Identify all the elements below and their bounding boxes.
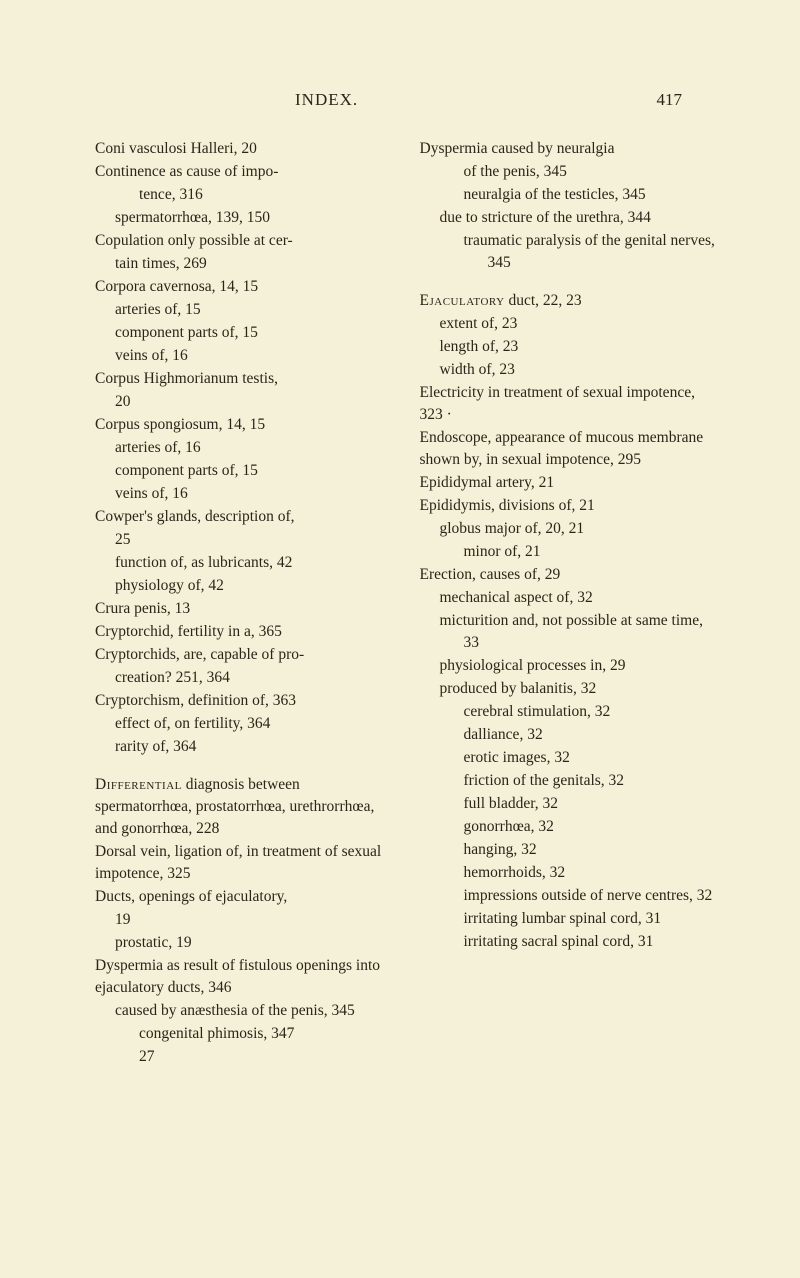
index-entry: Corpus spongiosum, 14, 15 — [95, 414, 396, 436]
index-entry: irritating sacral spinal cord, 31 — [420, 931, 721, 953]
index-entry: mechanical aspect of, 32 — [420, 587, 721, 609]
index-entry: friction of the genitals, 32 — [420, 770, 721, 792]
index-entry: Erection, causes of, 29 — [420, 564, 721, 586]
index-entry: minor of, 21 — [420, 541, 721, 563]
index-entry: function of, as lubricants, 42 — [95, 552, 396, 574]
index-entry: Differential diagnosis between spermator… — [95, 774, 396, 840]
header-page-number: 417 — [657, 90, 683, 110]
index-entry: dalliance, 32 — [420, 724, 721, 746]
index-entry: 25 — [95, 529, 396, 551]
index-entry: Ducts, openings of ejaculatory, — [95, 886, 396, 908]
index-entry: tence, 316 — [95, 184, 396, 206]
index-entry: Dyspermia as result of fistulous opening… — [95, 955, 396, 999]
index-entry: irritating lumbar spinal cord, 31 — [420, 908, 721, 930]
index-entry: Crura penis, 13 — [95, 598, 396, 620]
index-entry: component parts of, 15 — [95, 460, 396, 482]
columns-container: Coni vasculosi Halleri, 20Continence as … — [95, 138, 720, 1069]
index-entry: arteries of, 16 — [95, 437, 396, 459]
index-entry: spermatorrhœa, 139, 150 — [95, 207, 396, 229]
index-entry: component parts of, 15 — [95, 322, 396, 344]
index-entry: Continence as cause of impo- — [95, 161, 396, 183]
index-entry: Dorsal vein, ligation of, in treatment o… — [95, 841, 396, 885]
index-entry: due to stricture of the urethra, 344 — [420, 207, 721, 229]
index-entry: creation? 251, 364 — [95, 667, 396, 689]
index-entry: Cryptorchid, fertility in a, 365 — [95, 621, 396, 643]
index-entry: cerebral stimulation, 32 — [420, 701, 721, 723]
index-entry: Dyspermia caused by neuralgia — [420, 138, 721, 160]
index-entry: erotic images, 32 — [420, 747, 721, 769]
index-entry: rarity of, 364 — [95, 736, 396, 758]
index-entry: physiological processes in, 29 — [420, 655, 721, 677]
index-entry: length of, 23 — [420, 336, 721, 358]
index-entry: veins of, 16 — [95, 483, 396, 505]
index-entry: veins of, 16 — [95, 345, 396, 367]
index-entry: globus major of, 20, 21 — [420, 518, 721, 540]
index-entry: prostatic, 19 — [95, 932, 396, 954]
index-entry: Corpora cavernosa, 14, 15 — [95, 276, 396, 298]
index-entry: Corpus Highmorianum testis, — [95, 368, 396, 390]
left-column: Coni vasculosi Halleri, 20Continence as … — [95, 138, 396, 1069]
index-entry: Cryptorchism, definition of, 363 — [95, 690, 396, 712]
index-entry: Ejaculatory duct, 22, 23 — [420, 290, 721, 312]
small-caps-word: Ejaculatory — [420, 292, 505, 309]
index-entry: Copulation only possible at cer- — [95, 230, 396, 252]
index-entry: of the penis, 345 — [420, 161, 721, 183]
index-entry: physiology of, 42 — [95, 575, 396, 597]
small-caps-word: Differential — [95, 776, 182, 793]
index-entry: 27 — [95, 1046, 396, 1068]
index-entry: Cryptorchids, are, capable of pro- — [95, 644, 396, 666]
index-entry: extent of, 23 — [420, 313, 721, 335]
index-entry: 19 — [95, 909, 396, 931]
page: INDEX. 417 Coni vasculosi Halleri, 20Con… — [0, 0, 800, 1278]
index-entry: gonorrhœa, 32 — [420, 816, 721, 838]
index-entry: Epididymis, divisions of, 21 — [420, 495, 721, 517]
index-entry — [420, 275, 721, 289]
index-entry: Epididymal artery, 21 — [420, 472, 721, 494]
index-entry: width of, 23 — [420, 359, 721, 381]
index-entry: traumatic paralysis of the genital nerve… — [420, 230, 721, 274]
index-entry: micturition and, not possible at same ti… — [420, 610, 721, 654]
index-entry — [95, 759, 396, 773]
index-entry: congenital phimosis, 347 — [95, 1023, 396, 1045]
header-title: INDEX. — [295, 90, 358, 110]
index-entry: full bladder, 32 — [420, 793, 721, 815]
index-entry: hanging, 32 — [420, 839, 721, 861]
index-entry: caused by anæsthesia of the penis, 345 — [95, 1000, 396, 1022]
index-entry: Electricity in treatment of sexual impot… — [420, 382, 721, 426]
index-entry: hemorrhoids, 32 — [420, 862, 721, 884]
index-entry: 20 — [95, 391, 396, 413]
index-entry: tain times, 269 — [95, 253, 396, 275]
index-entry: Coni vasculosi Halleri, 20 — [95, 138, 396, 160]
index-entry: impressions outside of nerve centres, 32 — [420, 885, 721, 907]
index-entry: Endoscope, appearance of mucous membrane… — [420, 427, 721, 471]
index-entry: Cowper's glands, description of, — [95, 506, 396, 528]
index-entry: neuralgia of the testicles, 345 — [420, 184, 721, 206]
page-header: INDEX. 417 — [95, 90, 720, 110]
index-entry: arteries of, 15 — [95, 299, 396, 321]
index-entry: produced by balanitis, 32 — [420, 678, 721, 700]
index-entry: effect of, on fertility, 364 — [95, 713, 396, 735]
right-column: Dyspermia caused by neuralgiaof the peni… — [420, 138, 721, 1069]
